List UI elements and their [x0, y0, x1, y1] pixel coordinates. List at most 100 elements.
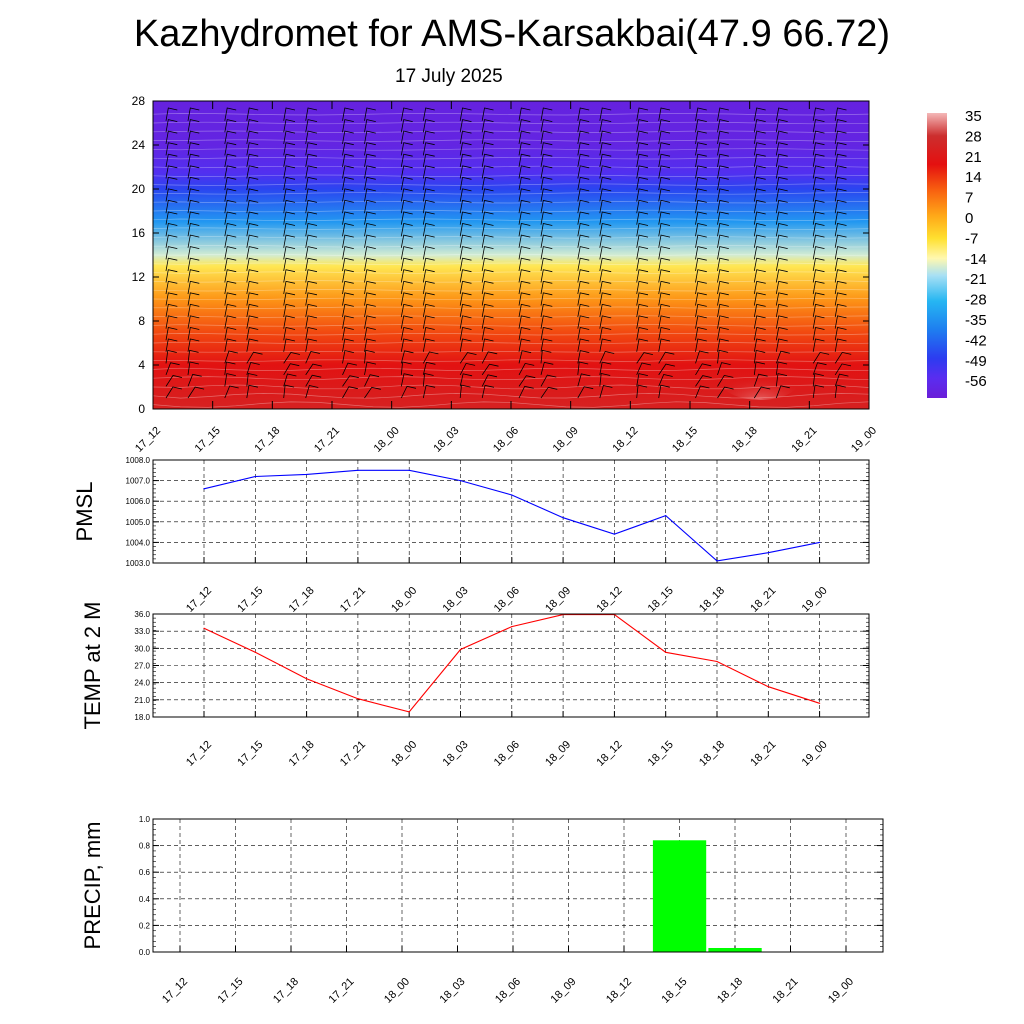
- wind-barb: [753, 107, 766, 121]
- wind-barb: [342, 269, 354, 283]
- wind-barb: [540, 327, 553, 341]
- wind-barb: [283, 269, 296, 283]
- wind-barb: [540, 211, 553, 225]
- wind-barb: [540, 199, 553, 214]
- wind-barb: [481, 257, 494, 271]
- wind-barb: [459, 119, 472, 133]
- contour-line: [153, 236, 869, 239]
- wind-barb: [717, 188, 729, 202]
- wind-barb: [283, 373, 297, 387]
- wind-barb: [305, 374, 322, 387]
- wind-barb: [540, 223, 553, 237]
- heatmap-panel: 0 4 8 12 16 20 24 28 17_12 17_15 17_18 17_21 18_00 18…: [132, 94, 879, 455]
- wind-barb: [717, 280, 729, 295]
- wind-barb: [342, 280, 354, 295]
- wind-barb: [283, 223, 296, 237]
- wind-barb: [577, 386, 594, 399]
- wind-barb: [459, 211, 472, 225]
- y-tick-label: 27.0: [134, 662, 150, 671]
- wind-barb: [658, 165, 671, 179]
- wind-barb: [658, 188, 671, 202]
- wind-barb: [540, 234, 553, 248]
- wind-barb: [812, 269, 825, 283]
- wind-barb: [283, 165, 296, 179]
- wind-barb: [246, 269, 259, 283]
- wind-barb: [187, 257, 200, 271]
- wind-barb: [753, 361, 766, 375]
- data-point: [306, 473, 308, 476]
- contour-line: [153, 324, 869, 327]
- wind-barb: [518, 246, 531, 260]
- wind-barb: [283, 176, 296, 191]
- x-tick-label: 18_06: [492, 585, 522, 615]
- data-point: [613, 533, 616, 535]
- y-tick-label: 30.0: [134, 644, 150, 653]
- contour-line: [153, 384, 869, 390]
- colorbar-bar: [927, 113, 947, 398]
- wind-barb: [364, 349, 375, 364]
- wind-barb: [422, 257, 435, 271]
- data-point: [819, 702, 821, 704]
- wind-barb: [834, 363, 852, 376]
- x-tick-label: 18_18: [715, 976, 745, 1006]
- wind-barb: [636, 223, 649, 237]
- wind-barb: [400, 280, 413, 295]
- data-point: [459, 480, 462, 482]
- contour-line: [153, 130, 869, 133]
- x-tick-label: 19_00: [826, 976, 856, 1006]
- data-point: [767, 686, 769, 688]
- wind-barb: [422, 303, 435, 318]
- wind-barb: [834, 315, 847, 329]
- contour-line: [153, 367, 869, 371]
- x-tick-label: 17_18: [271, 976, 301, 1006]
- wind-barb: [224, 350, 238, 364]
- wind-barb: [636, 280, 649, 295]
- wind-barb: [342, 315, 354, 329]
- wind-barb: [577, 107, 590, 121]
- wind-barb: [518, 257, 531, 271]
- wind-barb: [775, 327, 788, 341]
- wind-barb: [283, 199, 296, 214]
- wind-barb: [717, 119, 729, 133]
- wind-barb: [636, 211, 649, 225]
- wind-barb: [812, 130, 825, 144]
- wind-barb: [342, 119, 354, 133]
- wind-barb: [246, 351, 263, 364]
- wind-barb: [342, 142, 354, 156]
- wind-barb: [695, 107, 707, 121]
- wind-barb: [305, 315, 318, 329]
- wind-barb: [834, 257, 847, 271]
- data-point: [408, 711, 410, 713]
- wind-barb: [400, 165, 413, 179]
- y-tick-label: 0.0: [139, 948, 151, 957]
- precip-bar: [708, 948, 762, 952]
- wind-barb: [834, 119, 847, 133]
- wind-barb: [775, 223, 788, 237]
- wind-barb: [400, 142, 413, 156]
- wind-barb: [599, 303, 612, 318]
- wind-barb: [224, 361, 236, 375]
- wind-barb: [187, 142, 200, 156]
- wind-barb: [283, 142, 296, 156]
- wind-barb: [224, 246, 237, 260]
- wind-barb: [812, 373, 824, 387]
- wind-barb: [775, 385, 790, 399]
- wind-barb: [422, 153, 435, 168]
- x-tick-label: 18_18: [697, 585, 727, 615]
- wind-barb: [753, 223, 766, 237]
- wind-barb: [577, 153, 590, 168]
- wind-barb: [400, 361, 412, 375]
- wind-barb: [305, 280, 318, 295]
- wind-barb: [422, 338, 435, 352]
- wind-barb: [224, 257, 237, 271]
- wind-barb: [540, 292, 553, 306]
- wind-barb: [753, 292, 766, 306]
- wind-barb: [459, 292, 472, 306]
- wind-barb: [775, 188, 788, 202]
- wind-barb: [422, 327, 435, 341]
- y-axis-label: PRECIP, mm: [80, 822, 105, 950]
- wind-barb: [753, 350, 766, 364]
- wind-barb: [165, 165, 178, 179]
- wind-barb: [834, 303, 847, 318]
- wind-barb: [577, 188, 590, 202]
